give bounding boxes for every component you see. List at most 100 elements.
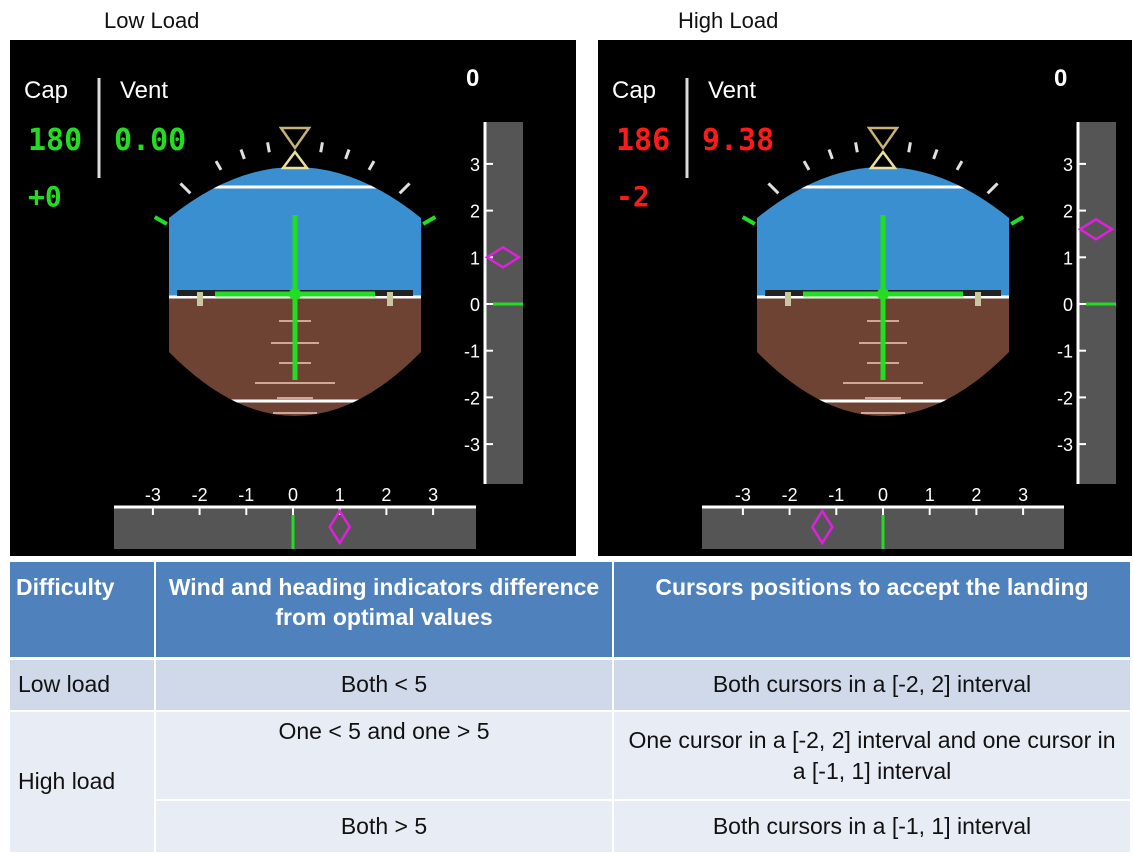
- roll-tick: [422, 215, 437, 226]
- delta-value: +0: [28, 180, 62, 213]
- cell-indicator-difference: One < 5 and one > 5: [155, 710, 614, 802]
- table-row: Low load Both < 5 Both cursors in a [-2,…: [10, 658, 1130, 712]
- horizontal-tick-label: 0: [878, 485, 888, 505]
- vertical-tick-label: 1: [470, 248, 480, 268]
- vertical-tick-label: -3: [1057, 435, 1073, 455]
- cell-difficulty: Low load: [10, 658, 156, 712]
- vertical-tick-label: -1: [1057, 342, 1073, 362]
- pfd-svg: Cap Vent 186 9.38 -2 0 3 2 1 0 -1 -2 -3 -3 -2 -1 0 1 2 3: [612, 65, 1116, 549]
- horizontal-tick-label: 1: [335, 485, 345, 505]
- roll-tick: [827, 149, 834, 160]
- vertical-tick-label: -2: [1057, 388, 1073, 408]
- vertical-tick-label: -3: [464, 435, 480, 455]
- cap-value: 186: [616, 123, 670, 158]
- cell-cursor-positions: Both cursors in a [-2, 2] interval: [613, 658, 1130, 712]
- wing-tip: [387, 292, 393, 306]
- roll-tick: [802, 160, 811, 171]
- roll-tick: [986, 182, 999, 195]
- table-header-row: Difficulty Wind and heading indicators d…: [10, 562, 1130, 660]
- horizontal-tick-label: -1: [238, 485, 254, 505]
- roll-tick: [344, 149, 351, 160]
- cell-cursor-positions: One cursor in a [-2, 2] interval and one…: [613, 710, 1130, 802]
- vent-value: 9.38: [702, 123, 774, 158]
- roll-tick: [955, 160, 964, 171]
- cell-cursor-positions: Both cursors in a [-1, 1] interval: [613, 800, 1130, 854]
- panel-title-low-load: Low Load: [104, 8, 200, 33]
- vertical-tick-label: -1: [464, 342, 480, 362]
- horizontal-tick-label: -2: [192, 485, 208, 505]
- horizontal-tick-label: 3: [428, 485, 438, 505]
- roll-tick: [398, 182, 411, 195]
- vertical-cursor-icon: [1077, 217, 1115, 241]
- horizontal-tick-label: 2: [381, 485, 391, 505]
- horizontal-tick-label: -3: [145, 485, 161, 505]
- roll-tick: [907, 142, 912, 153]
- counter-value: 0: [1054, 65, 1067, 92]
- criteria-table: Difficulty Wind and heading indicators d…: [10, 562, 1130, 855]
- pfd-svg: Cap Vent 180 0.00 +0 0 3 2 1 0 -1 -2 -3 -3 -2 -1 0 1 2 3: [24, 65, 523, 549]
- sky-pointer-icon: [280, 149, 310, 170]
- cap-label: Cap: [612, 77, 656, 104]
- horizontal-tick-label: -1: [828, 485, 844, 505]
- horizontal-cursor-icon: [328, 508, 352, 546]
- horizontal-tick-label: 0: [288, 485, 298, 505]
- pfd-display-high-load: Cap Vent 186 9.38 -2 0 3 2 1 0 -1 -2 -3 -3 -2 -1 0 1 2 3: [598, 40, 1132, 556]
- roll-scale: [741, 142, 1025, 226]
- vertical-tick-label: 1: [1063, 248, 1073, 268]
- wing-tip: [785, 292, 791, 306]
- vent-label: Vent: [120, 77, 168, 104]
- header-difficulty: Difficulty: [10, 562, 156, 660]
- wing-tip: [197, 292, 203, 306]
- counter-value: 0: [466, 65, 479, 92]
- table-row: High load One < 5 and one > 5 One cursor…: [10, 710, 1130, 855]
- vertical-tick-label: 2: [470, 202, 480, 222]
- roll-pointer-icon: [278, 126, 312, 151]
- horizontal-tick-label: -2: [782, 485, 798, 505]
- vertical-tick-label: 3: [470, 155, 480, 175]
- vertical-tick-label: 0: [1063, 295, 1073, 315]
- roll-tick: [1010, 215, 1025, 226]
- roll-tick: [239, 149, 246, 160]
- vent-label: Vent: [708, 77, 756, 104]
- roll-tick: [266, 142, 271, 153]
- vertical-tick-label: 2: [1063, 202, 1073, 222]
- cell-indicator-difference: Both < 5: [155, 658, 614, 712]
- roll-tick: [767, 182, 780, 195]
- aircraft-symbol-icon: [765, 215, 1001, 380]
- aircraft-center-dot: [877, 288, 889, 300]
- header-indicator-difference: Wind and heading indicators difference f…: [155, 562, 614, 660]
- table-row: Both > 5 Both cursors in a [-1, 1] inter…: [10, 800, 1130, 854]
- roll-pointer-icon: [866, 126, 900, 151]
- roll-tick: [932, 149, 939, 160]
- horizontal-scale-bar: [114, 507, 476, 549]
- roll-tick: [319, 142, 324, 153]
- panel-title-high-load: High Load: [678, 8, 779, 33]
- horizontal-tick-label: 1: [925, 485, 935, 505]
- vertical-tick-label: 0: [470, 295, 480, 315]
- wing-tip: [975, 292, 981, 306]
- horizontal-tick-label: 3: [1018, 485, 1028, 505]
- horizontal-cursor-icon: [810, 508, 834, 546]
- roll-tick: [367, 160, 376, 171]
- cell-indicator-difference: Both > 5: [155, 800, 614, 854]
- vertical-cursor-icon: [484, 245, 522, 269]
- roll-tick: [741, 215, 756, 226]
- vertical-tick-label: 3: [1063, 155, 1073, 175]
- sky-pointer-icon: [868, 149, 898, 170]
- roll-tick: [153, 215, 168, 226]
- horizontal-tick-label: -3: [735, 485, 751, 505]
- roll-tick: [179, 182, 192, 195]
- roll-tick: [854, 142, 859, 153]
- header-cursor-positions: Cursors positions to accept the landing: [613, 562, 1130, 660]
- aircraft-center-dot: [289, 288, 301, 300]
- cap-label: Cap: [24, 77, 68, 104]
- pfd-display-low-load: Cap Vent 180 0.00 +0 0 3 2 1 0 -1 -2 -3 -3 -2 -1 0 1 2 3: [10, 40, 576, 556]
- vertical-tick-label: -2: [464, 388, 480, 408]
- horizontal-tick-label: 2: [971, 485, 981, 505]
- cap-value: 180: [28, 123, 82, 158]
- vent-value: 0.00: [114, 123, 186, 158]
- roll-tick: [214, 160, 223, 171]
- cell-difficulty: High load: [10, 710, 156, 855]
- aircraft-symbol-icon: [177, 215, 413, 380]
- delta-value: -2: [616, 180, 650, 213]
